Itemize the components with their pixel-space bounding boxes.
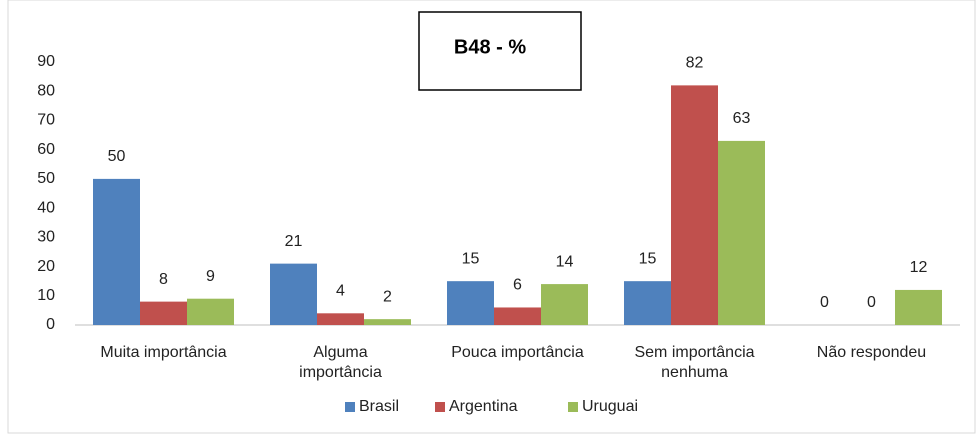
chart-title: B48 - % xyxy=(454,36,526,58)
chart-border xyxy=(7,0,976,434)
legend-swatch xyxy=(345,402,355,412)
data-label: 9 xyxy=(206,268,215,285)
legend-swatch xyxy=(435,402,445,412)
bar xyxy=(541,284,588,325)
data-label: 15 xyxy=(639,250,657,267)
y-tick-label: 70 xyxy=(37,112,55,129)
y-tick-label: 20 xyxy=(37,258,55,275)
bar xyxy=(187,298,234,325)
y-tick-label: 60 xyxy=(37,141,55,158)
bar xyxy=(447,281,494,325)
bar xyxy=(270,263,317,325)
y-tick-label: 10 xyxy=(37,287,55,304)
y-tick-label: 90 xyxy=(37,53,55,70)
bar xyxy=(317,313,364,325)
x-tick-label: Muita importância xyxy=(100,344,227,361)
x-tick-label: Alguma importância xyxy=(299,344,382,381)
y-tick-label: 40 xyxy=(37,199,55,216)
data-label: 8 xyxy=(159,271,168,288)
y-tick-label: 30 xyxy=(37,229,55,246)
title-box xyxy=(418,11,582,91)
data-label: 63 xyxy=(733,110,751,127)
data-label: 50 xyxy=(108,148,126,165)
y-tick-label: 50 xyxy=(37,170,55,187)
bar xyxy=(895,289,942,325)
bar xyxy=(140,301,187,325)
data-label: 14 xyxy=(556,253,574,270)
data-label: 21 xyxy=(285,233,303,250)
legend-label: Argentina xyxy=(449,398,518,415)
bar xyxy=(93,178,140,325)
data-label: 15 xyxy=(462,250,480,267)
x-tick-label: Não respondeu xyxy=(816,344,927,361)
bar xyxy=(671,85,718,325)
y-tick-label: 0 xyxy=(46,316,55,333)
data-label: 6 xyxy=(513,277,522,294)
bar xyxy=(364,319,411,325)
data-label: 82 xyxy=(686,55,704,72)
legend-swatch xyxy=(568,402,578,412)
legend-label: Uruguai xyxy=(582,398,638,415)
bar xyxy=(624,281,671,325)
bar xyxy=(494,307,541,325)
x-tick-label: Pouca importância xyxy=(451,344,584,361)
data-label: 2 xyxy=(383,288,392,305)
bar xyxy=(718,140,765,325)
legend-label: Brasil xyxy=(359,398,399,415)
data-label: 0 xyxy=(867,294,876,311)
data-label: 12 xyxy=(910,259,928,276)
x-tick-label: Sem importância nenhuma xyxy=(634,344,755,381)
y-tick-label: 80 xyxy=(37,82,55,99)
data-label: 0 xyxy=(820,294,829,311)
data-label: 4 xyxy=(336,283,345,300)
